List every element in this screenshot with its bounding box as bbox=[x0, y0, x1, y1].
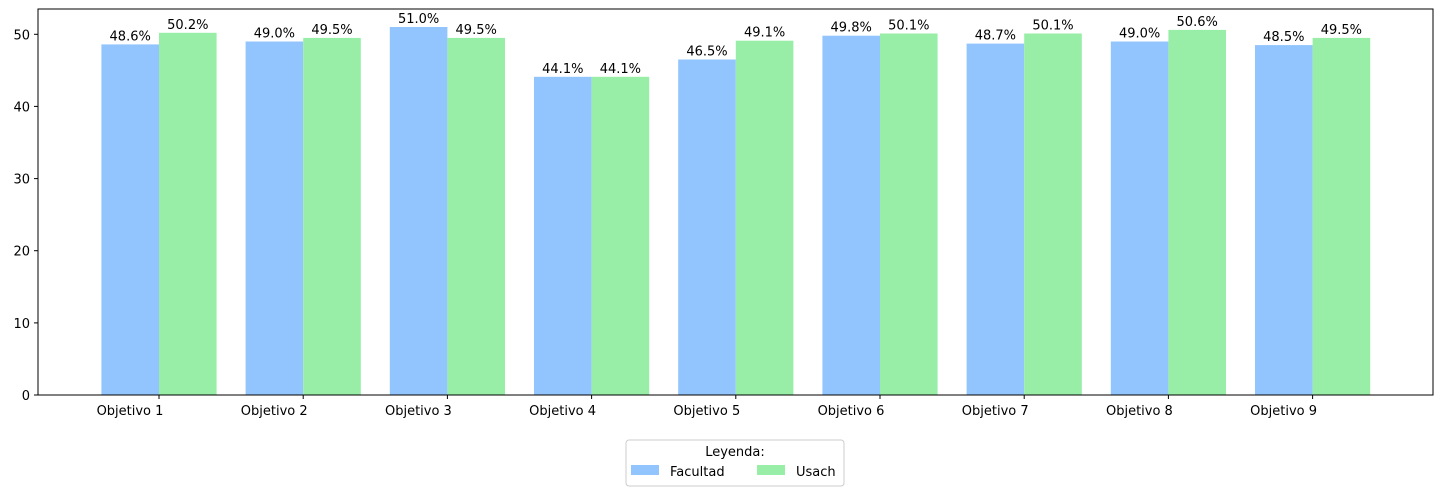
bar-usach-5 bbox=[735, 40, 794, 395]
y-tick-label: 30 bbox=[13, 173, 30, 188]
bar-usach-8 bbox=[1168, 29, 1226, 396]
bar-facultad-5 bbox=[678, 59, 736, 395]
data-label: 49.0% bbox=[1119, 27, 1160, 42]
x-axis: Objetivo 1 Objetivo 2 Objetivo 3 Objetivo 4… bbox=[97, 395, 1317, 419]
bar-facultad-3 bbox=[389, 27, 448, 395]
data-label: 49.0% bbox=[254, 27, 295, 42]
x-tick-label: Objetivo 3 bbox=[385, 404, 452, 419]
data-label: 49.1% bbox=[744, 26, 785, 41]
bar-usach-7 bbox=[1024, 33, 1082, 395]
bar-facultad-1 bbox=[101, 44, 159, 396]
legend-label-usach: Usach bbox=[796, 465, 836, 480]
data-label: 46.5% bbox=[686, 45, 727, 60]
data-label: 50.6% bbox=[1177, 15, 1218, 30]
legend-label-facultad: Facultad bbox=[670, 465, 725, 480]
x-tick-label: Objetivo 6 bbox=[818, 404, 885, 419]
bar-facultad-6 bbox=[822, 35, 880, 395]
legend-frame bbox=[625, 439, 845, 487]
x-tick-label: Objetivo 2 bbox=[241, 404, 308, 419]
bar-usach-2 bbox=[303, 37, 361, 396]
bars-layer bbox=[101, 27, 1371, 396]
legend-title: Leyenda: bbox=[705, 445, 765, 460]
legend-items: Facultad Usach bbox=[631, 465, 836, 480]
x-tick-label: Objetivo 1 bbox=[97, 404, 164, 419]
data-label: 50.2% bbox=[167, 18, 208, 33]
legend-swatch-facultad bbox=[631, 465, 659, 475]
bar-facultad-7 bbox=[966, 43, 1025, 395]
legend: Leyenda: Facultad Usach bbox=[625, 439, 845, 487]
bar-facultad-8 bbox=[1110, 41, 1169, 395]
data-label: 48.6% bbox=[110, 29, 151, 44]
bar-facultad-4 bbox=[534, 76, 592, 396]
bar-usach-1 bbox=[159, 32, 217, 396]
data-labels-layer: 48.6% 49.0% 51.0% 44.1% 46.5% 49.8% 48.7% 49.0%… bbox=[110, 12, 1363, 77]
y-tick-label: 40 bbox=[13, 100, 30, 115]
x-tick-label: Objetivo 9 bbox=[1250, 404, 1317, 419]
x-tick-label: Objetivo 4 bbox=[529, 404, 596, 419]
data-label: 48.5% bbox=[1263, 30, 1304, 45]
x-tick-label: Objetivo 8 bbox=[1106, 404, 1173, 419]
y-tick-label: 0 bbox=[22, 389, 30, 404]
bar-usach-3 bbox=[447, 37, 505, 396]
bar-facultad-9 bbox=[1255, 45, 1313, 395]
y-tick-label: 10 bbox=[13, 317, 30, 332]
data-label: 49.5% bbox=[456, 23, 497, 38]
data-label: 51.0% bbox=[398, 12, 439, 27]
bar-usach-4 bbox=[591, 76, 650, 396]
bar-usach-6 bbox=[880, 33, 938, 395]
data-label: 50.1% bbox=[888, 19, 929, 34]
legend-swatch-usach bbox=[757, 465, 785, 475]
x-tick-label: Objetivo 7 bbox=[962, 404, 1029, 419]
data-label: 49.8% bbox=[831, 21, 872, 36]
data-label: 48.7% bbox=[975, 29, 1016, 44]
data-label: 44.1% bbox=[600, 62, 641, 77]
x-tick-label: Objetivo 5 bbox=[673, 404, 740, 419]
y-tick-label: 20 bbox=[13, 245, 30, 260]
data-label: 44.1% bbox=[542, 62, 583, 77]
data-label: 50.1% bbox=[1032, 19, 1073, 34]
data-label: 49.5% bbox=[311, 23, 352, 38]
data-label: 49.5% bbox=[1321, 23, 1362, 38]
bar-facultad-2 bbox=[245, 41, 304, 395]
y-axis: 0 10 20 30 40 50 bbox=[13, 28, 38, 404]
bar-usach-9 bbox=[1312, 37, 1371, 396]
y-tick-label: 50 bbox=[13, 28, 30, 43]
